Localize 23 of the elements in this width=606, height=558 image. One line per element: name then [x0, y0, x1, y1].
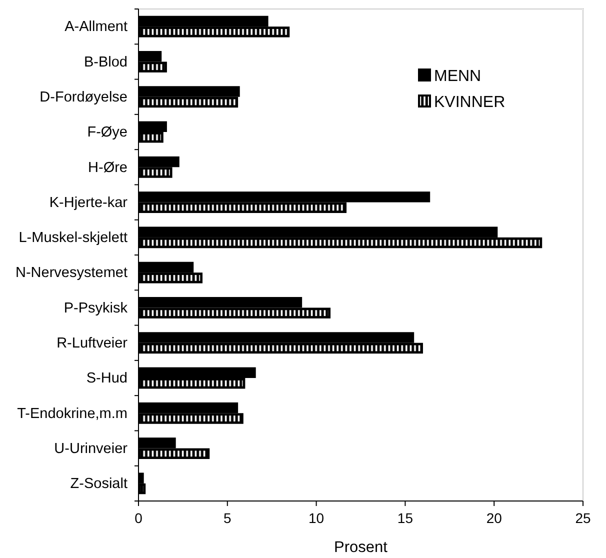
y-tick-label: D-Fordøyelse — [40, 89, 128, 106]
x-tick-label: 10 — [308, 510, 324, 526]
y-tick-label: S-Hud — [86, 370, 128, 387]
y-tick-label: U-Urinveier — [54, 440, 128, 457]
legend-label: MENN — [434, 68, 482, 85]
legend-label: KVINNER — [434, 94, 506, 111]
y-tick-label: K-Hjerte-kar — [49, 194, 128, 211]
y-tick-label: N-Nervesystemet — [16, 265, 128, 282]
y-tick-label: F-Øye — [87, 124, 128, 141]
y-tick-label: B-Blod — [84, 54, 128, 70]
y-tick-label: R-Luftveier — [56, 335, 128, 352]
x-tick-label: 20 — [486, 510, 502, 526]
y-tick-label: H-Øre — [88, 160, 128, 176]
y-tick-label: P-Psykisk — [64, 300, 128, 316]
x-tick-label: 5 — [224, 510, 232, 526]
x-tick-label: 0 — [134, 510, 143, 526]
y-tick-label: T-Endokrine,m.m — [17, 406, 128, 422]
x-tick-label: 25 — [575, 510, 591, 526]
y-tick-label: L-Muskel-skjelett — [18, 230, 128, 246]
y-tick-label: A-Allment — [64, 19, 128, 36]
x-tick-label: 15 — [397, 510, 414, 526]
y-tick-label: Z-Sosialt — [70, 476, 128, 492]
x-axis-title: Prosent — [334, 539, 388, 556]
